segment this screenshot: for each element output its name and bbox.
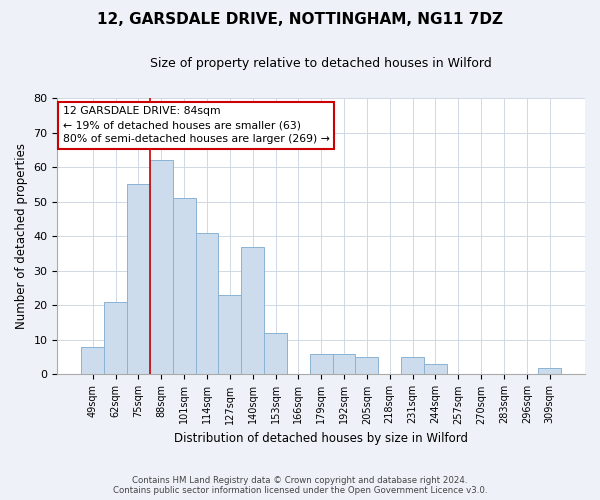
Bar xyxy=(196,233,218,374)
Bar xyxy=(264,333,287,374)
Bar xyxy=(82,347,104,374)
Bar xyxy=(218,295,241,374)
Y-axis label: Number of detached properties: Number of detached properties xyxy=(15,143,28,329)
Bar xyxy=(310,354,332,374)
Bar xyxy=(401,357,424,374)
Bar xyxy=(127,184,150,374)
Bar xyxy=(241,246,264,374)
Bar xyxy=(104,302,127,374)
Bar xyxy=(355,357,379,374)
Title: Size of property relative to detached houses in Wilford: Size of property relative to detached ho… xyxy=(151,58,492,70)
Bar xyxy=(332,354,355,374)
Text: 12, GARSDALE DRIVE, NOTTINGHAM, NG11 7DZ: 12, GARSDALE DRIVE, NOTTINGHAM, NG11 7DZ xyxy=(97,12,503,28)
Bar xyxy=(150,160,173,374)
Text: Contains HM Land Registry data © Crown copyright and database right 2024.
Contai: Contains HM Land Registry data © Crown c… xyxy=(113,476,487,495)
X-axis label: Distribution of detached houses by size in Wilford: Distribution of detached houses by size … xyxy=(174,432,468,445)
Text: 12 GARSDALE DRIVE: 84sqm
← 19% of detached houses are smaller (63)
80% of semi-d: 12 GARSDALE DRIVE: 84sqm ← 19% of detach… xyxy=(62,106,329,144)
Bar xyxy=(173,198,196,374)
Bar xyxy=(538,368,561,374)
Bar xyxy=(424,364,447,374)
